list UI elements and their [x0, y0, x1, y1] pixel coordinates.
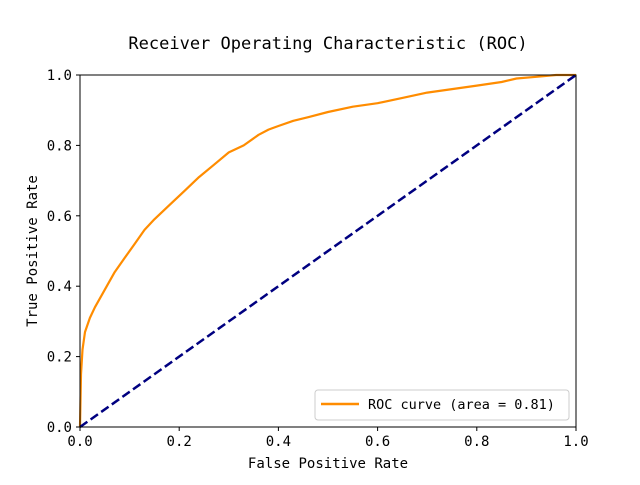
y-tick-label: 0.0: [47, 420, 72, 436]
x-tick-label: 0.6: [365, 434, 390, 450]
x-tick-label: 0.2: [167, 434, 192, 450]
legend: ROC curve (area = 0.81): [314, 389, 570, 421]
plot-frame: [79, 74, 577, 428]
y-tick-label: 0.6: [47, 209, 72, 225]
chart-title: Receiver Operating Characteristic (ROC): [128, 34, 527, 54]
y-tick-label: 0.8: [47, 138, 72, 154]
y-tick-label: 1.0: [47, 68, 72, 84]
legend-label-roc-curve: ROC curve (area = 0.81): [368, 397, 555, 413]
x-axis-label: False Positive Rate: [248, 456, 408, 472]
roc-curve-line: [78, 73, 576, 428]
y-tick-label: 0.2: [47, 350, 72, 366]
x-tick-label: 0.0: [67, 434, 92, 450]
chance-diagonal-line: [79, 73, 577, 429]
x-tick-label: 0.4: [266, 434, 291, 450]
x-tick-label: 0.8: [464, 434, 489, 450]
x-tick-label: 1.0: [563, 434, 588, 450]
legend-box: [314, 389, 570, 421]
y-tick-label: 0.4: [47, 279, 72, 295]
y-axis-label: True Positive Rate: [25, 175, 41, 327]
plot-area: [78, 73, 577, 429]
axis-ticks: 0.0 0.2 0.4 0.6 0.8 1.0 0.0 0.2 0.4 0.6 0.8 1.0: [47, 68, 589, 450]
